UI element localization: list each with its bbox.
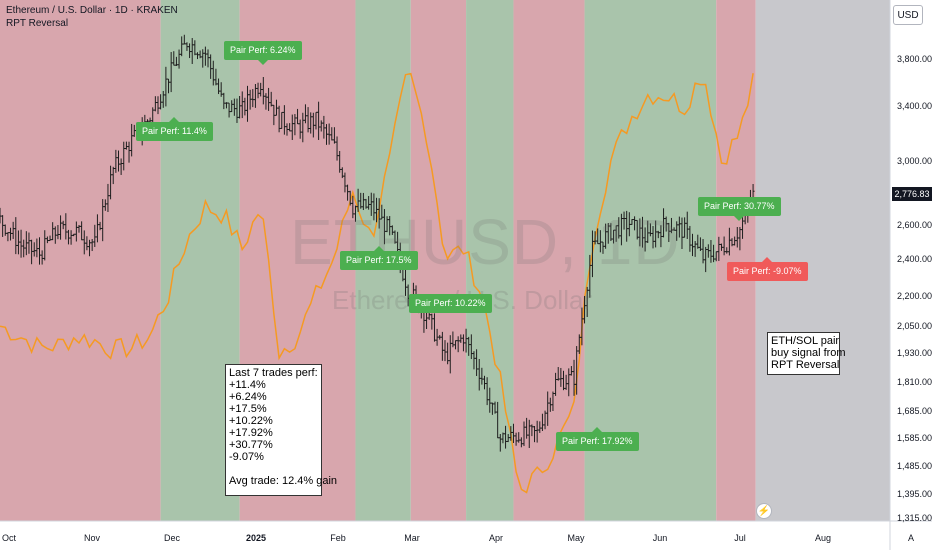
signal-zone-none xyxy=(755,0,890,521)
pair-perf-label-2: Pair Perf: 6.24% xyxy=(224,41,302,65)
pair-perf-label-4: Pair Perf: 10.22% xyxy=(409,294,492,313)
y-tick-label: 1,685.00 xyxy=(897,406,932,416)
summary-line: +10.22% xyxy=(229,415,273,427)
y-tick-label: 1,485.00 xyxy=(897,461,932,471)
x-tick-label: Jul xyxy=(734,533,746,543)
lightning-icon[interactable]: ⚡ xyxy=(756,503,772,519)
x-tick-label: Mar xyxy=(404,533,420,543)
pair-perf-label-5: Pair Perf: 17.92% xyxy=(556,427,639,451)
pair-perf-label-7: Pair Perf: -9.07% xyxy=(727,257,808,281)
y-tick-label: 2,400.00 xyxy=(897,254,932,264)
chart-title: Ethereum / U.S. Dollar · 1D · KRAKEN xyxy=(6,5,178,16)
summary-line: +30.77% xyxy=(229,439,273,451)
pair-perf-label-3: Pair Perf: 17.5% xyxy=(340,246,418,270)
signal-zone-red xyxy=(0,0,161,521)
summary-line: Avg trade: 12.4% gain xyxy=(229,475,338,487)
pair-series-line xyxy=(0,72,754,494)
y-tick-label: 1,930.00 xyxy=(897,348,932,358)
pair-series-layer xyxy=(0,72,754,494)
pair-perf-label-1: Pair Perf: 11.4% xyxy=(136,117,213,141)
x-tick-label: Aug xyxy=(814,533,832,543)
y-tick-label: 2,200.00 xyxy=(897,291,932,301)
x-tick-label: Apr xyxy=(488,533,504,543)
y-tick-label: 1,395.00 xyxy=(897,489,932,499)
x-tick-label: Dec xyxy=(163,533,181,543)
summary-line: +17.92% xyxy=(229,427,273,439)
signal-zone-red xyxy=(410,0,467,521)
y-tick-label: 2,600.00 xyxy=(897,220,932,230)
signal-note-box: ETH/SOL pair buy signal from RPT Reversa… xyxy=(767,332,846,375)
y-tick-label: 2,050.00 xyxy=(897,321,932,331)
y-tick-label: 3,800.00 xyxy=(897,54,932,64)
signal-note-line: RPT Reversal xyxy=(771,359,840,371)
y-tick-label: 1,810.00 xyxy=(897,377,932,387)
y-tick-label: 1,585.00 xyxy=(897,433,932,443)
x-tick-label: May xyxy=(567,533,585,543)
indicator-name[interactable]: RPT Reversal xyxy=(6,18,69,29)
trades-summary-box: Last 7 trades perf: +11.4% +6.24% +17.5%… xyxy=(225,364,338,496)
pair-perf-label-6: Pair Perf: 30.77% xyxy=(698,197,781,221)
last-price-label: 2,776.83 xyxy=(892,187,932,201)
x-tick-label: Jun xyxy=(652,533,668,543)
x-tick-label: Oct xyxy=(1,533,17,543)
summary-line xyxy=(229,463,318,475)
summary-line: +6.24% xyxy=(229,391,267,403)
auto-scale-button[interactable]: A xyxy=(908,533,915,543)
y-tick-label: 3,400.00 xyxy=(897,101,932,111)
x-tick-label: Nov xyxy=(83,533,101,543)
currency-button[interactable]: USD xyxy=(893,5,923,25)
x-tick-label: 2025 xyxy=(245,533,267,543)
x-tick-label: Feb xyxy=(330,533,346,543)
y-tick-label: 3,000.00 xyxy=(897,156,932,166)
chart-header: Ethereum / U.S. Dollar · 1D · KRAKEN RPT… xyxy=(6,4,178,30)
summary-line: Last 7 trades perf: xyxy=(229,367,318,379)
y-tick-label: 1,315.00 xyxy=(897,513,932,523)
signal-zone-red xyxy=(716,0,756,521)
summary-line: +17.5% xyxy=(229,403,267,415)
summary-line: -9.07% xyxy=(229,451,264,463)
signal-note-line: ETH/SOL pair xyxy=(771,335,840,347)
summary-line: +11.4% xyxy=(229,379,266,391)
signal-note-line: buy signal from xyxy=(771,347,846,359)
